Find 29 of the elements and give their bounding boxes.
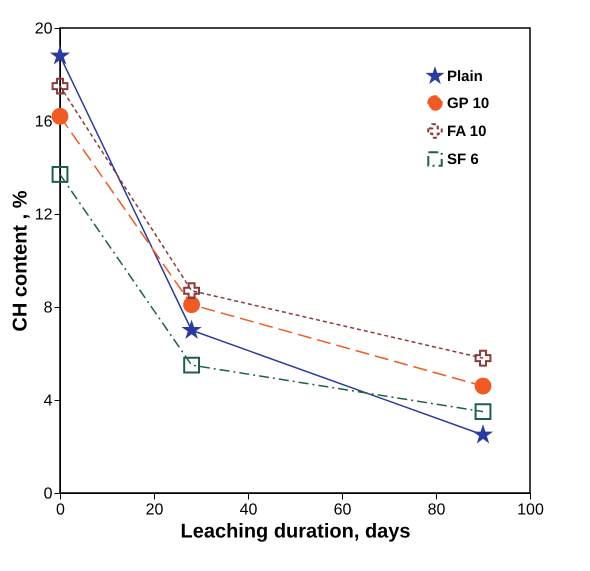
y-tick-label: 8 bbox=[44, 300, 53, 316]
legend-label: FA 10 bbox=[447, 123, 486, 140]
x-tick-label: 40 bbox=[240, 502, 258, 518]
x-axis-title: Leaching duration, days bbox=[180, 520, 411, 542]
point bbox=[183, 296, 200, 314]
point bbox=[474, 403, 492, 420]
point bbox=[52, 78, 68, 95]
point bbox=[474, 350, 492, 367]
y-tick-label: 16 bbox=[34, 114, 53, 130]
y-tick-label: 12 bbox=[34, 206, 53, 224]
point bbox=[183, 282, 200, 300]
point bbox=[52, 47, 68, 63]
y-tick-label: 20 bbox=[34, 20, 53, 38]
x-tick-label: 60 bbox=[334, 502, 352, 518]
x-tick-label: 20 bbox=[146, 502, 164, 518]
x-tick-label: 80 bbox=[428, 502, 446, 518]
legend-label: SF 6 bbox=[447, 151, 479, 168]
point bbox=[52, 108, 68, 125]
y-tick-label: 4 bbox=[44, 392, 53, 410]
point bbox=[52, 166, 68, 183]
legend-label: GP 10 bbox=[447, 95, 490, 112]
point bbox=[474, 378, 492, 394]
y-tick-label: 0 bbox=[44, 486, 53, 502]
point bbox=[474, 426, 492, 442]
x-tick-label: 100 bbox=[517, 502, 544, 518]
x-tick-label: 0 bbox=[56, 502, 66, 518]
point bbox=[183, 356, 200, 374]
legend-label: Plain bbox=[447, 68, 483, 85]
y-axis-title: CH content , % bbox=[10, 190, 32, 332]
